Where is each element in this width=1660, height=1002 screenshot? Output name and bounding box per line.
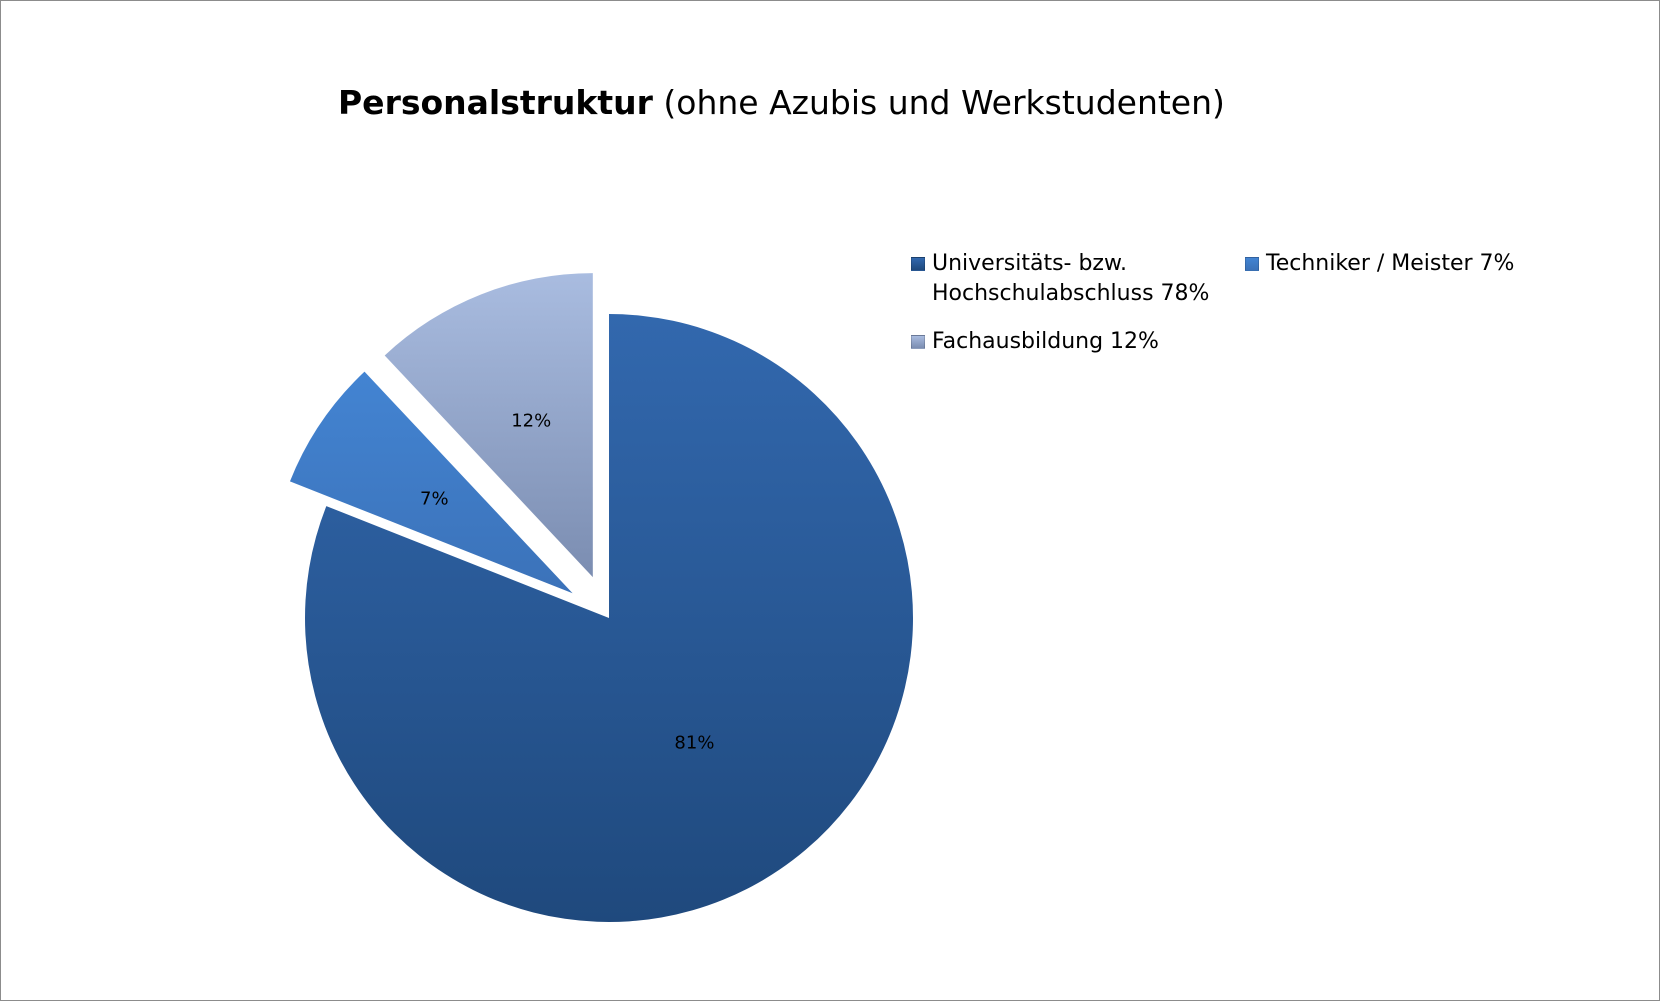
legend-item-vocational: Fachausbildung 12%	[911, 327, 1211, 357]
data-label: 7%	[420, 488, 449, 509]
legend-swatch	[911, 257, 925, 271]
legend-swatch	[911, 335, 925, 349]
pie-slice-technician	[289, 371, 573, 594]
pie-slice-vocational	[384, 273, 593, 578]
legend-label: Fachausbildung 12%	[932, 329, 1159, 354]
legend-swatch	[1245, 257, 1259, 271]
legend-label: Universitäts- bzw. Hochschulabschluss 78…	[932, 251, 1210, 306]
legend-item-university: Universitäts- bzw. Hochschulabschluss 78…	[911, 249, 1211, 309]
legend-label: Techniker / Meister 7%	[1266, 251, 1515, 276]
data-label: 81%	[674, 733, 714, 754]
pie-slice-university	[304, 314, 914, 922]
data-label: 12%	[511, 411, 551, 432]
chart-subtitle: (ohne Azubis und Werkstudenten)	[663, 83, 1225, 122]
legend-item-technician: Techniker / Meister 7%	[1245, 249, 1545, 279]
chart-title-main: Personalstruktur	[338, 83, 653, 122]
chart-title: Personalstruktur (ohne Azubis und Werkst…	[338, 83, 1225, 122]
